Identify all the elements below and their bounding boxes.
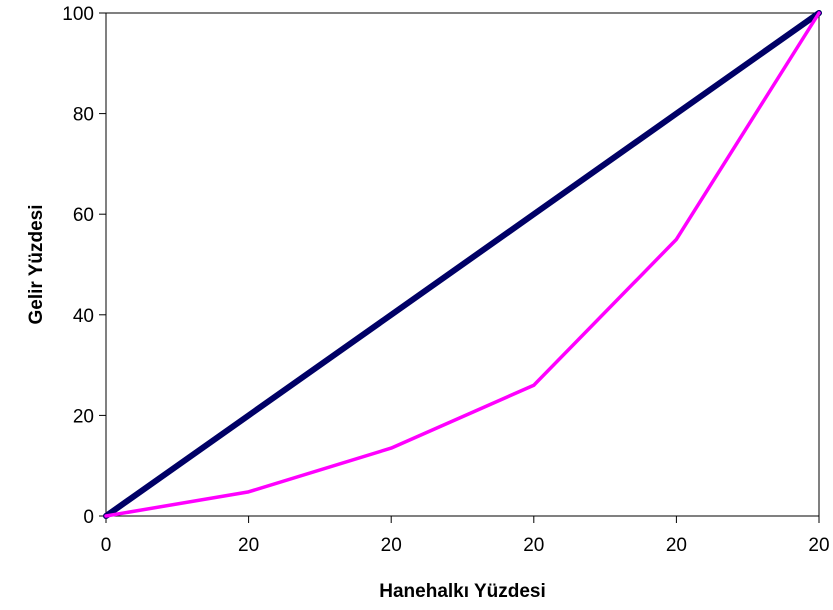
- x-tick-label: 20: [666, 535, 687, 556]
- x-tick-label: 20: [238, 535, 259, 556]
- y-tick-label: 0: [83, 507, 94, 528]
- y-tick-label: 20: [73, 406, 94, 427]
- x-axis: 0 20 20 20 20 20: [101, 516, 830, 556]
- y-axis-title: Gelir Yüzdesi: [26, 204, 47, 324]
- series-layer: [103, 10, 822, 519]
- x-tick-label: 20: [523, 535, 544, 556]
- x-tick-label: 20: [808, 535, 829, 556]
- x-tick-label: 0: [101, 535, 112, 556]
- y-axis: 0 20 40 60 80 100: [62, 4, 106, 528]
- equality-line: [103, 10, 822, 519]
- y-tick-label: 80: [73, 105, 94, 126]
- y-tick-label: 60: [73, 205, 94, 226]
- lorenz-curve: [104, 11, 821, 518]
- x-axis-title: Hanehalkı Yüzdesi: [379, 581, 546, 602]
- x-tick-label: 20: [381, 535, 402, 556]
- y-tick-label: 100: [62, 4, 94, 25]
- y-tick-label: 40: [73, 306, 94, 327]
